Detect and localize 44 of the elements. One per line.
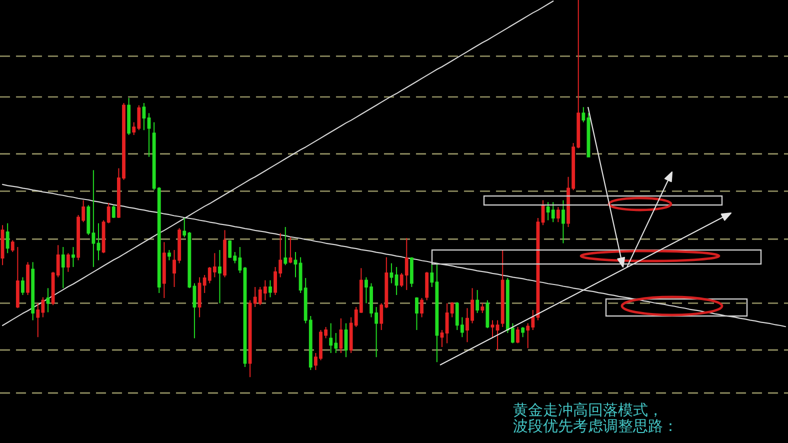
- text: 波段优先考虑调整思路：: [513, 417, 678, 435]
- candlestick: [192, 282, 196, 339]
- candlestick: [268, 280, 272, 298]
- candlestick: [394, 266, 398, 296]
- candlestick: [410, 256, 414, 288]
- candlestick: [496, 320, 500, 350]
- candlestick: [486, 300, 490, 329]
- candlestick: [72, 246, 75, 268]
- candlestick: [66, 252, 70, 272]
- candlestick: [415, 296, 418, 331]
- candlestick: [480, 302, 484, 314]
- candlestick: [6, 222, 10, 254]
- candlestick: [562, 200, 565, 244]
- candlestick: [147, 112, 151, 158]
- candlestick: [112, 204, 116, 218]
- text: 黄金走冲高回落模式，: [513, 401, 663, 419]
- candlestick: [127, 98, 131, 136]
- candlestick: [556, 206, 560, 223]
- candlestick: [516, 326, 520, 344]
- candlestick: [284, 226, 288, 266]
- candlestick: [21, 276, 24, 296]
- candlestick: [142, 102, 146, 131]
- candlestick: [16, 246, 20, 309]
- candlestick: [223, 230, 226, 278]
- candlestick: [390, 262, 394, 284]
- candlestick: [294, 251, 298, 278]
- candlestick: [46, 288, 50, 313]
- candlestick: [425, 271, 429, 301]
- candlestick: [521, 326, 525, 338]
- candlestick: [490, 320, 494, 338]
- candlestick: [96, 222, 100, 261]
- candlestick: [420, 297, 424, 318]
- candlestick: [476, 290, 480, 314]
- candlestick: [61, 246, 65, 289]
- candlestick: [10, 240, 14, 252]
- candlestick: [582, 106, 586, 123]
- candlestick: [31, 262, 35, 321]
- candlestick: [440, 330, 444, 348]
- candlestick: [288, 236, 292, 264]
- candlestick: [218, 250, 222, 304]
- candlestick: [168, 250, 171, 261]
- candlestick: [500, 250, 504, 328]
- candlestick: [26, 262, 30, 296]
- candlestick: [162, 242, 166, 298]
